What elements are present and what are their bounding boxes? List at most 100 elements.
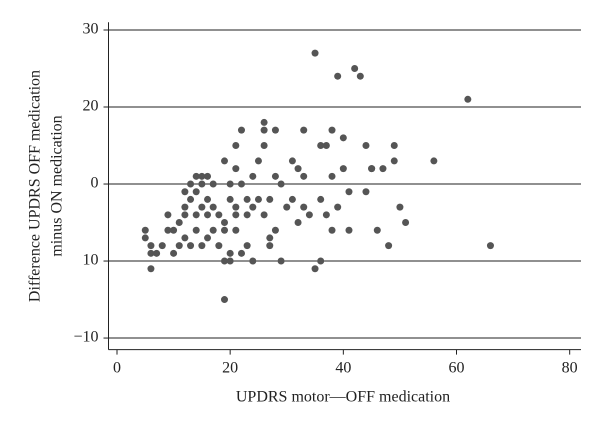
- point: [192, 188, 200, 196]
- point: [356, 72, 364, 80]
- point: [170, 226, 178, 234]
- y-axis-label: minus ON medication: [49, 115, 66, 256]
- point: [260, 142, 268, 150]
- point: [226, 257, 234, 265]
- point: [311, 49, 319, 57]
- point: [317, 142, 325, 150]
- point: [362, 188, 370, 196]
- point: [249, 203, 257, 211]
- point: [368, 165, 376, 173]
- point: [164, 226, 172, 234]
- point: [181, 203, 189, 211]
- point: [271, 172, 279, 180]
- x-tick-label: 60: [449, 359, 465, 376]
- point: [283, 203, 291, 211]
- point: [249, 172, 257, 180]
- point: [396, 203, 404, 211]
- y-tick-label: 0: [91, 175, 99, 192]
- point: [294, 219, 302, 227]
- point: [215, 242, 223, 250]
- point: [192, 211, 200, 219]
- point: [300, 126, 308, 134]
- point: [254, 195, 262, 203]
- point: [243, 195, 251, 203]
- point: [204, 234, 212, 242]
- y-tick-label: 20: [83, 98, 99, 115]
- point: [243, 242, 251, 250]
- point: [260, 126, 268, 134]
- point: [390, 142, 398, 150]
- point: [170, 249, 178, 257]
- point: [317, 257, 325, 265]
- point: [339, 165, 347, 173]
- y-tick-label: 10: [83, 252, 99, 269]
- y-tick-label: 30: [83, 21, 99, 38]
- point: [226, 180, 234, 188]
- point: [141, 226, 149, 234]
- point: [198, 172, 206, 180]
- point: [181, 234, 189, 242]
- point: [266, 242, 274, 250]
- point: [187, 195, 195, 203]
- point: [198, 242, 206, 250]
- point: [362, 142, 370, 150]
- point: [322, 211, 330, 219]
- point: [243, 211, 251, 219]
- x-axis-label: UPDRS motor—OFF medication: [236, 389, 450, 406]
- point: [147, 242, 155, 250]
- point: [209, 180, 217, 188]
- point: [254, 157, 262, 165]
- point: [317, 195, 325, 203]
- point: [209, 203, 217, 211]
- point: [226, 195, 234, 203]
- point: [198, 180, 206, 188]
- point: [221, 226, 229, 234]
- point: [147, 265, 155, 273]
- point: [226, 249, 234, 257]
- y-tick-label: −10: [73, 329, 98, 346]
- point: [271, 226, 279, 234]
- point: [192, 172, 200, 180]
- point: [215, 211, 223, 219]
- point: [260, 211, 268, 219]
- point: [198, 203, 206, 211]
- point: [204, 195, 212, 203]
- point: [266, 234, 274, 242]
- point: [232, 165, 240, 173]
- point: [305, 211, 313, 219]
- point: [271, 126, 279, 134]
- point: [345, 188, 353, 196]
- point: [204, 172, 212, 180]
- point: [221, 257, 229, 265]
- point: [221, 157, 229, 165]
- point: [322, 142, 330, 150]
- point: [300, 172, 308, 180]
- point: [221, 219, 229, 227]
- point: [221, 296, 229, 304]
- point: [328, 172, 336, 180]
- point: [181, 211, 189, 219]
- point: [328, 126, 336, 134]
- point: [430, 157, 438, 165]
- point: [237, 126, 245, 134]
- point: [339, 134, 347, 142]
- point: [147, 249, 155, 257]
- point: [164, 211, 172, 219]
- point: [192, 226, 200, 234]
- point: [237, 249, 245, 257]
- point: [232, 203, 240, 211]
- point: [153, 249, 161, 257]
- point: [232, 226, 240, 234]
- point: [402, 219, 410, 227]
- point: [288, 195, 296, 203]
- point: [232, 142, 240, 150]
- point: [379, 165, 387, 173]
- x-tick-label: 0: [113, 359, 121, 376]
- point: [266, 195, 274, 203]
- point: [328, 226, 336, 234]
- point: [334, 72, 342, 80]
- point: [175, 242, 183, 250]
- point: [464, 95, 472, 103]
- point: [385, 242, 393, 250]
